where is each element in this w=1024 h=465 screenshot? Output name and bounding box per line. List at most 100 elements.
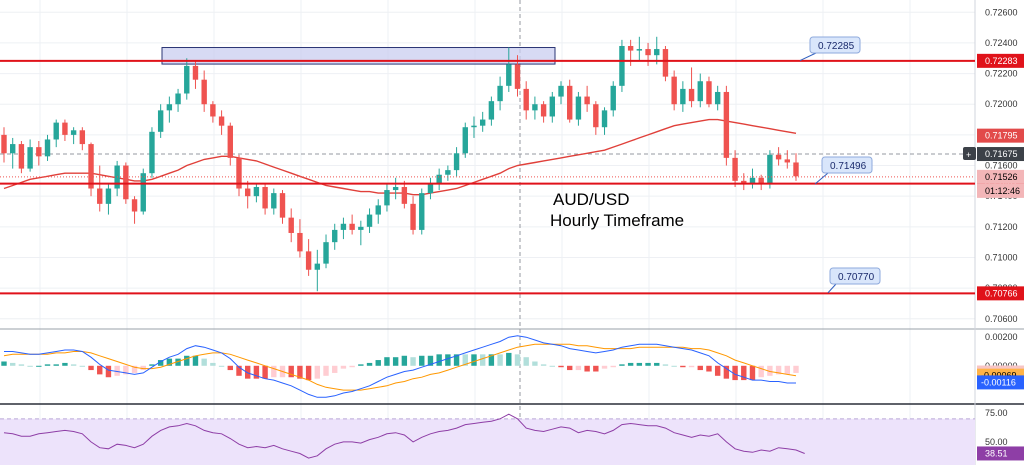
- candlestick: [567, 79, 573, 123]
- macd-histogram-bar: [601, 365, 608, 369]
- macd-histogram-bar: [558, 365, 564, 368]
- candle-body: [514, 64, 521, 89]
- rsi-tag: [977, 446, 1024, 461]
- macd-histogram-bar: [131, 365, 138, 373]
- macd-histogram-bar: [680, 365, 686, 368]
- macd-histogram-bar: [392, 357, 399, 366]
- candlestick: [619, 39, 625, 92]
- macd-histogram-bar: [784, 365, 790, 375]
- macd-histogram-bar: [358, 364, 364, 366]
- rsi-band: [0, 418, 975, 465]
- macd-histogram-bar: [767, 365, 773, 376]
- candle-body: [662, 49, 669, 77]
- macd-histogram-bar: [671, 365, 677, 367]
- candle-body: [192, 65, 199, 80]
- macd-histogram-bar: [340, 365, 347, 369]
- candlestick: [201, 70, 207, 112]
- candlestick: [497, 76, 503, 111]
- macd-histogram-bar: [184, 355, 190, 366]
- candle-body: [105, 188, 112, 204]
- candle-body: [645, 49, 651, 56]
- macd-histogram-bar: [88, 365, 94, 371]
- candlestick: [784, 150, 790, 169]
- candlestick: [53, 119, 59, 148]
- candlestick: [688, 67, 695, 108]
- candlestick: [79, 127, 86, 151]
- chart-subtitle: Hourly Timeframe: [550, 211, 684, 230]
- macd-histogram-bar: [758, 365, 764, 378]
- candle-body: [462, 127, 468, 154]
- macd-histogram-bar: [323, 365, 329, 376]
- macd-tick-label: 0.00200: [985, 332, 1018, 342]
- macd-histogram-bar: [175, 358, 181, 366]
- price-tag: [977, 286, 1024, 301]
- candlestick: [758, 174, 764, 191]
- candle-body: [549, 96, 556, 117]
- candlestick: [27, 139, 33, 172]
- price-tick-label: 0.72600: [985, 7, 1018, 17]
- macd-histogram-bar: [471, 354, 477, 366]
- macd-histogram-bar: [36, 365, 42, 367]
- price-tick-label: 0.72400: [985, 38, 1018, 48]
- candle-body: [227, 125, 233, 158]
- price-tag: [977, 183, 1024, 198]
- candle-body: [97, 188, 103, 204]
- candlestick: [488, 96, 495, 126]
- candle-body: [741, 180, 747, 184]
- candlestick: [523, 81, 529, 120]
- candle-body: [410, 203, 416, 230]
- candlestick: [323, 234, 329, 269]
- candle-body: [53, 122, 59, 140]
- candle-body: [184, 65, 190, 94]
- price-tag-label: 0.70766: [985, 288, 1018, 298]
- chart-title: AUD/USD: [553, 190, 630, 209]
- macd-histogram-bar: [1, 361, 7, 366]
- candlestick: [479, 111, 486, 132]
- candle-body: [262, 186, 268, 209]
- candle-body: [1, 134, 7, 154]
- candle-body: [593, 104, 599, 128]
- candlestick: [793, 153, 799, 181]
- candlestick: [305, 239, 312, 276]
- candlestick: [610, 81, 616, 117]
- candlestick: [532, 96, 538, 120]
- crosshair-plus-button: [963, 147, 976, 161]
- candlestick: [149, 127, 155, 178]
- candlestick: [723, 85, 730, 166]
- candlestick: [375, 199, 381, 224]
- price-tag-label: 0.71675: [985, 149, 1018, 159]
- candlestick: [131, 196, 138, 224]
- candlestick: [749, 168, 756, 189]
- candle-body: [610, 85, 616, 111]
- macd-histogram-bar: [584, 365, 590, 372]
- candlestick: [192, 61, 199, 89]
- candle-body: [567, 85, 573, 120]
- candlestick: [288, 208, 294, 243]
- callout-label: 0.71496: [830, 161, 867, 172]
- candlestick: [680, 81, 686, 112]
- rsi-line: [3, 413, 805, 459]
- price-tick-label: 0.70600: [985, 314, 1018, 324]
- candlestick: [601, 107, 608, 135]
- macd-signal-line: [3, 343, 797, 391]
- candlestick: [671, 70, 677, 111]
- macd-histogram-bar: [436, 354, 442, 366]
- macd-histogram-bar: [271, 365, 277, 378]
- callout-pointer: [827, 283, 837, 294]
- price-tick-label: 0.71200: [985, 222, 1018, 232]
- candlestick: [706, 76, 712, 108]
- candlestick: [645, 42, 651, 66]
- candlestick: [140, 168, 146, 215]
- candle-body: [218, 116, 225, 126]
- candlestick: [471, 116, 477, 138]
- candle-body: [758, 177, 764, 184]
- candle-body: [401, 186, 408, 204]
- macd-histogram-bar: [149, 364, 155, 366]
- rsi-pane: [0, 413, 975, 465]
- candle-body: [419, 193, 425, 230]
- candlestick: [775, 147, 782, 166]
- macd-histogram-bar: [419, 355, 425, 366]
- macd-histogram-bar: [575, 365, 582, 371]
- candle-body: [506, 64, 512, 86]
- candle-body: [375, 205, 381, 215]
